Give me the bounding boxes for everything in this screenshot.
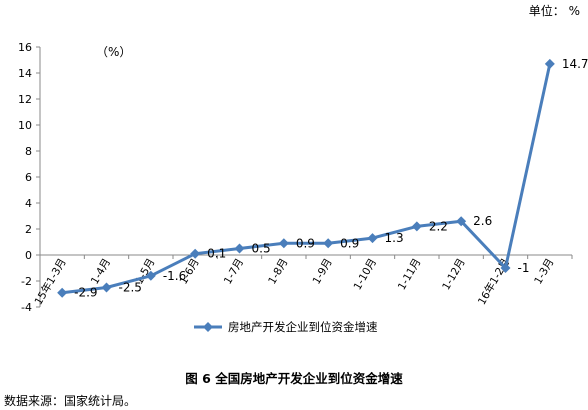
y-tick-label: 8 <box>25 145 32 158</box>
data-label: 0.5 <box>252 242 271 256</box>
data-point-marker <box>411 221 422 232</box>
data-point-marker <box>544 58 555 69</box>
chart-legend: 房地产开发企业到位资金增速 <box>194 320 378 334</box>
data-point-marker <box>278 238 289 249</box>
y-tick-label: 0 <box>25 249 32 262</box>
y-tick-label: 14 <box>18 67 32 80</box>
x-tick-label: 1-8月 <box>266 257 290 287</box>
x-tick-label: 1-4月 <box>89 257 113 287</box>
series-line <box>61 63 552 295</box>
data-point-marker <box>456 216 467 227</box>
legend-label: 房地产开发企业到位资金增速 <box>228 320 378 334</box>
x-tick-label: 1-11月 <box>396 257 424 293</box>
y-axis-title: （%） <box>96 45 131 59</box>
data-point-marker <box>234 243 245 254</box>
x-tick-label: 15年1-3月 <box>32 256 69 307</box>
data-label: -1.6 <box>163 269 186 283</box>
data-source-note: 数据来源：国家统计局。 <box>4 394 137 408</box>
x-tick-label: 1-3月 <box>532 257 556 287</box>
y-tick-label: 2 <box>25 223 32 236</box>
y-tick-label: 6 <box>25 171 32 184</box>
data-label: 2.6 <box>473 214 492 228</box>
x-tick-label: 1-10月 <box>352 257 380 293</box>
data-label: 14.7 <box>562 57 588 71</box>
data-point-marker <box>367 233 378 244</box>
y-tick-label: 12 <box>18 93 32 106</box>
y-tick-label: 16 <box>18 41 32 54</box>
data-label: 2.2 <box>429 219 448 233</box>
data-label: -1 <box>518 261 530 275</box>
data-point-marker <box>101 282 112 293</box>
data-point-marker <box>190 248 201 259</box>
data-label: 1.3 <box>385 231 404 245</box>
data-label: 0.9 <box>340 236 359 250</box>
y-tick-label: -4 <box>21 301 32 314</box>
data-label: 0.9 <box>296 236 315 250</box>
x-tick-label: 1-7月 <box>222 257 246 287</box>
data-label: 0.1 <box>207 247 226 261</box>
data-point-marker <box>145 270 156 281</box>
figure-caption: 图 6 全国房地产开发企业到位资金增速 <box>185 371 403 386</box>
x-tick-label: 1-12月 <box>440 257 468 293</box>
x-tick-label: 1-9月 <box>311 257 335 287</box>
data-point-marker <box>500 263 511 273</box>
legend-marker-swatch <box>203 322 213 332</box>
chart-series <box>57 58 555 298</box>
chart-data-labels: -2.9 -2.5 -1.6 0.1 0.5 0.9 0.9 1.3 2.2 2.6 -1 14.7 <box>74 57 588 300</box>
data-label: -2.9 <box>74 286 97 300</box>
y-tick-label: 4 <box>25 197 32 210</box>
data-point-marker <box>323 238 334 249</box>
data-label: -2.5 <box>119 281 142 295</box>
y-tick-label: 10 <box>18 119 32 132</box>
unit-label: 单位： % <box>528 4 580 18</box>
data-point-marker <box>57 287 68 298</box>
y-tick-label: -2 <box>21 275 32 288</box>
